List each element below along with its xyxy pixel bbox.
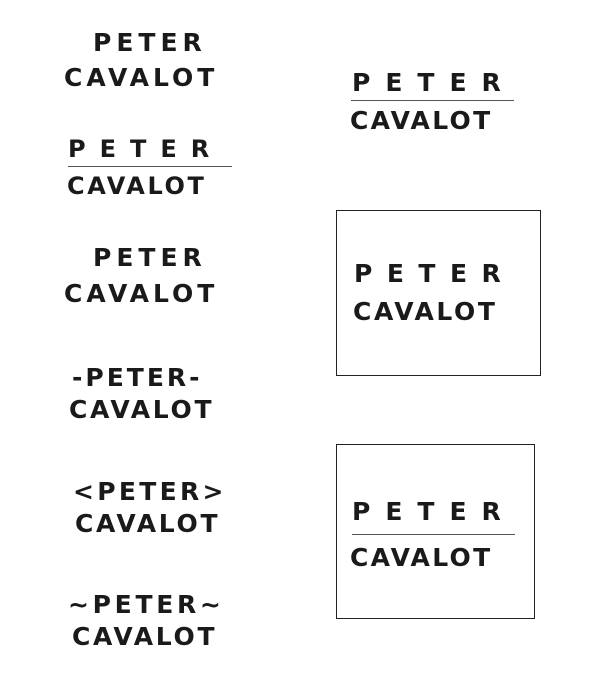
logo-last-name: CAVALOT [72,622,218,651]
logo-last-name: CAVALOT [64,279,219,308]
logo-last-name: CAVALOT [350,106,493,135]
logo-last-name: CAVALOT [69,395,215,424]
logo-first-name: PETER [93,243,207,272]
logo-first-name: PETER [352,68,516,97]
logo-divider-line [351,100,514,101]
logo-last-name: CAVALOT [67,172,207,200]
logo-last-name: CAVALOT [64,63,219,92]
logo-first-name: PETER [93,28,207,57]
logo-last-name: CAVALOT [75,509,221,538]
logo-first-name: PETER [68,135,224,163]
logo-divider-line [352,534,515,535]
logo-frame [336,210,541,376]
logo-frame [336,444,535,619]
logo-divider-line [68,166,232,167]
logo-last-name: CAVALOT [350,543,493,572]
logo-first-name: <PETER> [73,477,227,506]
logo-first-name: ~PETER~ [68,590,225,619]
logo-first-name: PETER [352,497,516,526]
logo-last-name: CAVALOT [353,297,498,326]
logo-first-name: -PETER- [72,363,203,392]
logo-first-name: PETER [354,259,516,288]
